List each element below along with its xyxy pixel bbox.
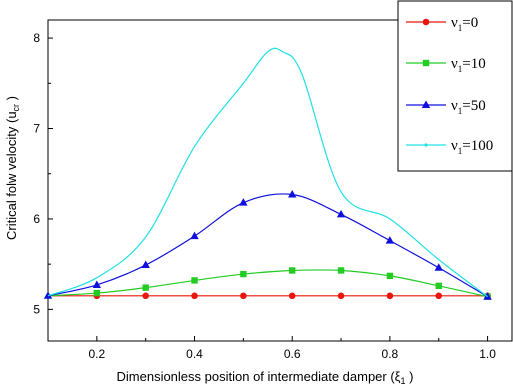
series-group: [43, 47, 492, 300]
data-point: [93, 289, 101, 297]
series-1: [47, 267, 491, 300]
legend-marker: [422, 59, 430, 67]
x-tick-label: 0.8: [382, 347, 399, 361]
y-axis-title: Critical folw velocity (ucr ): [4, 96, 21, 240]
data-point: [435, 292, 443, 300]
data-point: [385, 236, 395, 244]
data-point: [141, 260, 150, 269]
data-point: [434, 263, 443, 271]
data-point: [288, 190, 297, 198]
legend-label: ν1=100: [451, 138, 493, 156]
data-point: [435, 282, 442, 290]
data-point: [337, 267, 345, 274]
series-line: [47, 47, 488, 298]
data-point: [240, 270, 247, 278]
legend-marker: [421, 100, 431, 108]
data-point: [336, 209, 346, 218]
y-tick-label: 5: [33, 302, 40, 316]
data-point: [191, 277, 198, 284]
legend-label: ν1=0: [451, 15, 478, 33]
data-point: [239, 198, 248, 206]
series-line: [47, 193, 488, 298]
data-point: [240, 292, 247, 300]
x-tick-label: 0.6: [284, 347, 301, 361]
legend-item: ν1=50: [406, 98, 486, 116]
legend-item: ν1=0: [406, 15, 478, 33]
data-point: [289, 267, 296, 274]
data-point: [337, 292, 345, 300]
data-point: [191, 292, 198, 300]
axis-ticks: 0.2 0.4 0.6 0.8 1.0 5 6 7 8: [33, 31, 496, 361]
legend: ν1=0 ν1=10 ν1=50 ν1=100: [397, 0, 513, 172]
legend-box: [397, 0, 513, 172]
y-tick-label: 6: [33, 212, 40, 226]
data-point: [43, 291, 53, 299]
data-point: [386, 272, 394, 280]
plot-frame-rect: [47, 19, 513, 342]
legend-marker: [424, 143, 428, 147]
data-point: [92, 280, 102, 288]
x-tick-label: 0.4: [186, 347, 203, 361]
data-point: [142, 284, 149, 291]
legend-label: ν1=50: [451, 98, 486, 116]
data-point: [288, 292, 296, 300]
legend-item: ν1=10: [406, 56, 486, 74]
series-3: [47, 47, 488, 298]
x-axis-title: Dimensionless position of intermediate d…: [117, 369, 414, 386]
x-tick-label: 1.0: [479, 347, 496, 361]
legend-marker: [422, 18, 430, 26]
series-line: [47, 269, 488, 298]
y-tick-label: 7: [33, 122, 40, 136]
plot-frame: [47, 19, 513, 342]
y-tick-label: 8: [33, 31, 40, 45]
data-point: [386, 292, 394, 300]
data-point: [190, 231, 199, 240]
data-point: [142, 292, 149, 300]
series-2: [43, 190, 492, 300]
x-tick-label: 0.2: [88, 347, 105, 361]
legend-label: ν1=10: [451, 56, 486, 74]
legend-item: ν1=100: [406, 138, 493, 156]
series-0: [48, 292, 491, 300]
